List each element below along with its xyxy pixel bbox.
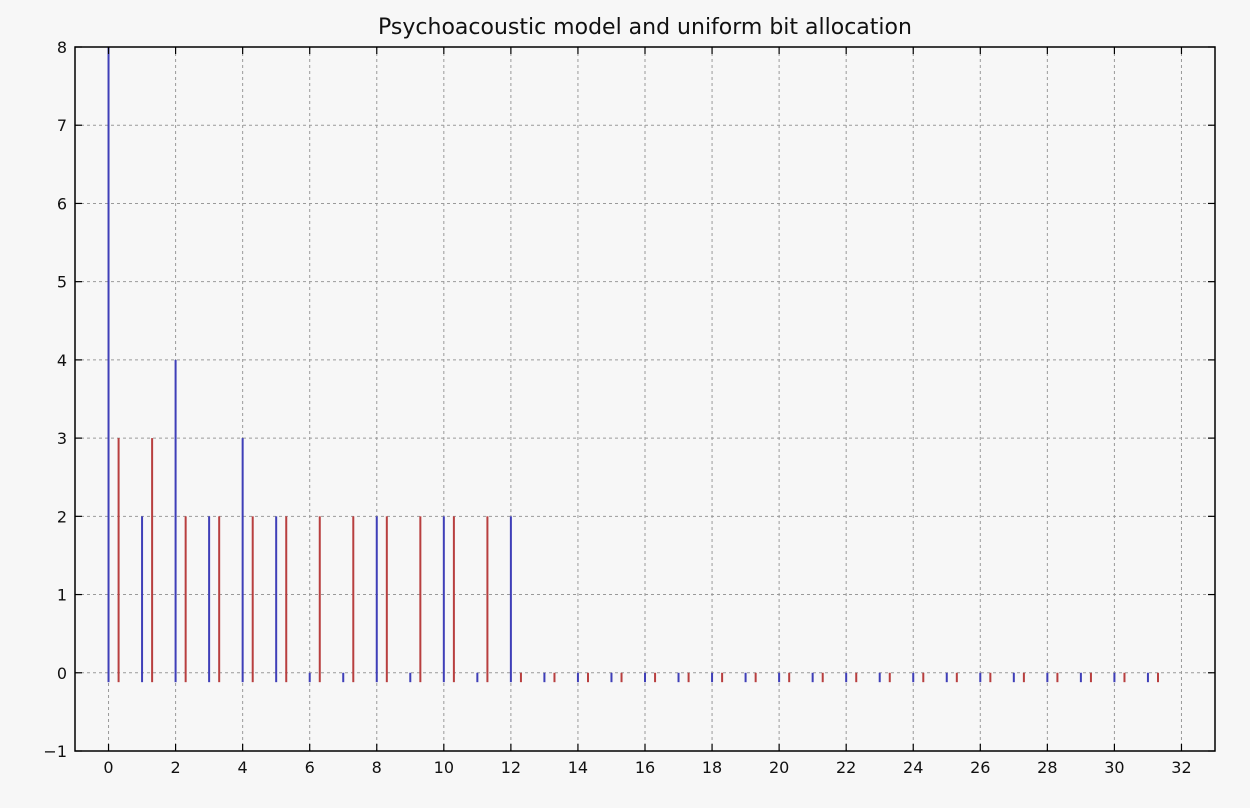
bar-series-2-x-28	[1056, 672, 1059, 683]
x-tick-label: 24	[903, 758, 923, 777]
bar-series-2-x-6	[318, 516, 321, 683]
bar-series-1-x-27	[1012, 672, 1015, 683]
bar-series-1-x-6	[308, 672, 311, 683]
bar-series-2-x-10	[452, 516, 455, 683]
bar-series-1-x-9	[409, 672, 412, 683]
bar-series-1-x-30	[1113, 672, 1116, 683]
bar-series-2-x-5	[285, 516, 288, 683]
bar-series-2-x-0	[117, 438, 120, 683]
bar-series-1-x-31	[1146, 672, 1149, 683]
bar-series-1-x-17	[677, 672, 680, 683]
x-tick-label: 4	[238, 758, 248, 777]
bar-series-1-x-20	[778, 672, 781, 683]
bar-series-2-x-4	[251, 516, 254, 683]
bar-series-1-x-28	[1046, 672, 1049, 683]
bar-series-2-x-17	[687, 672, 690, 683]
bar-series-1-x-3	[208, 516, 211, 683]
bar-series-2-x-18	[721, 672, 724, 683]
bar-series-2-x-22	[855, 672, 858, 683]
bar-series-1-x-13	[543, 672, 546, 683]
x-tick-label: 0	[103, 758, 113, 777]
bar-series-2-x-19	[754, 672, 757, 683]
x-tick-label: 32	[1171, 758, 1191, 777]
bar-series-1-x-0	[107, 47, 110, 683]
bar-series-1-x-7	[342, 672, 345, 683]
bar-series-2-x-23	[888, 672, 891, 683]
bar-series-1-x-26	[979, 672, 982, 683]
bars	[107, 47, 1159, 683]
bar-series-2-x-3	[218, 516, 221, 683]
y-tick-label: 3	[57, 429, 67, 448]
y-tick-label: 6	[57, 194, 67, 213]
bar-series-1-x-29	[1079, 672, 1082, 683]
y-tick-label: 0	[57, 664, 67, 683]
bar-series-2-x-20	[788, 672, 791, 683]
bar-series-2-x-15	[620, 672, 623, 683]
bar-series-1-x-10	[442, 516, 445, 683]
bar-series-2-x-25	[955, 672, 958, 683]
bar-series-2-x-8	[385, 516, 388, 683]
bar-series-1-x-1	[141, 516, 144, 683]
y-tick-label: 7	[57, 116, 67, 135]
bar-series-2-x-2	[184, 516, 187, 683]
bar-series-1-x-22	[845, 672, 848, 683]
grid	[75, 46, 1215, 752]
bar-series-2-x-30	[1123, 672, 1126, 683]
x-tick-label: 30	[1104, 758, 1124, 777]
plot-frame	[74, 46, 1216, 752]
bar-series-2-x-13	[553, 672, 556, 683]
bar-series-1-x-18	[711, 672, 714, 683]
bar-series-1-x-12	[509, 516, 512, 683]
x-tick-label: 22	[836, 758, 856, 777]
bar-series-2-x-11	[486, 516, 489, 683]
bar-series-1-x-14	[576, 672, 579, 683]
bar-series-1-x-21	[811, 672, 814, 683]
bar-series-2-x-9	[419, 516, 422, 683]
bar-series-1-x-15	[610, 672, 613, 683]
x-tick-label: 26	[970, 758, 990, 777]
bar-series-2-x-24	[922, 672, 925, 683]
bar-series-1-x-23	[878, 672, 881, 683]
bar-series-1-x-11	[476, 672, 479, 683]
bar-series-2-x-7	[352, 516, 355, 683]
bar-series-1-x-16	[644, 672, 646, 683]
x-tick-label: 20	[769, 758, 789, 777]
bar-series-2-x-21	[821, 672, 824, 683]
x-tick-label: 28	[1037, 758, 1057, 777]
x-tick-label: 16	[635, 758, 655, 777]
y-tick-label: 5	[57, 273, 67, 292]
y-tick-label: 1	[57, 586, 67, 605]
bar-series-1-x-4	[241, 438, 244, 683]
x-tick-label: 12	[501, 758, 521, 777]
y-tick-label: 2	[57, 507, 67, 526]
bar-series-2-x-1	[151, 438, 154, 683]
bar-series-1-x-2	[174, 359, 177, 683]
x-tick-label: 6	[305, 758, 315, 777]
bar-series-2-x-12	[519, 672, 522, 683]
bar-series-1-x-5	[275, 516, 278, 683]
bar-series-2-x-29	[1089, 672, 1092, 683]
bar-series-1-x-19	[744, 672, 747, 683]
x-tick-label: 14	[568, 758, 588, 777]
bar-series-1-x-24	[912, 672, 915, 683]
chart-title: Psychoacoustic model and uniform bit all…	[378, 15, 912, 40]
bar-series-2-x-26	[989, 672, 992, 683]
bar-series-2-x-14	[587, 672, 589, 683]
bar-series-2-x-27	[1022, 672, 1025, 683]
x-tick-label: 10	[434, 758, 454, 777]
y-tick-label: 4	[57, 351, 67, 370]
y-tick-label: −1	[43, 742, 67, 761]
bar-series-2-x-31	[1157, 672, 1159, 683]
bar-series-2-x-16	[654, 672, 657, 683]
x-tick-label: 2	[170, 758, 180, 777]
x-tick-label: 18	[702, 758, 722, 777]
bar-series-1-x-25	[945, 672, 948, 683]
x-tick-label: 8	[372, 758, 382, 777]
bar-series-1-x-8	[375, 516, 378, 683]
y-tick-label: 8	[57, 38, 67, 57]
